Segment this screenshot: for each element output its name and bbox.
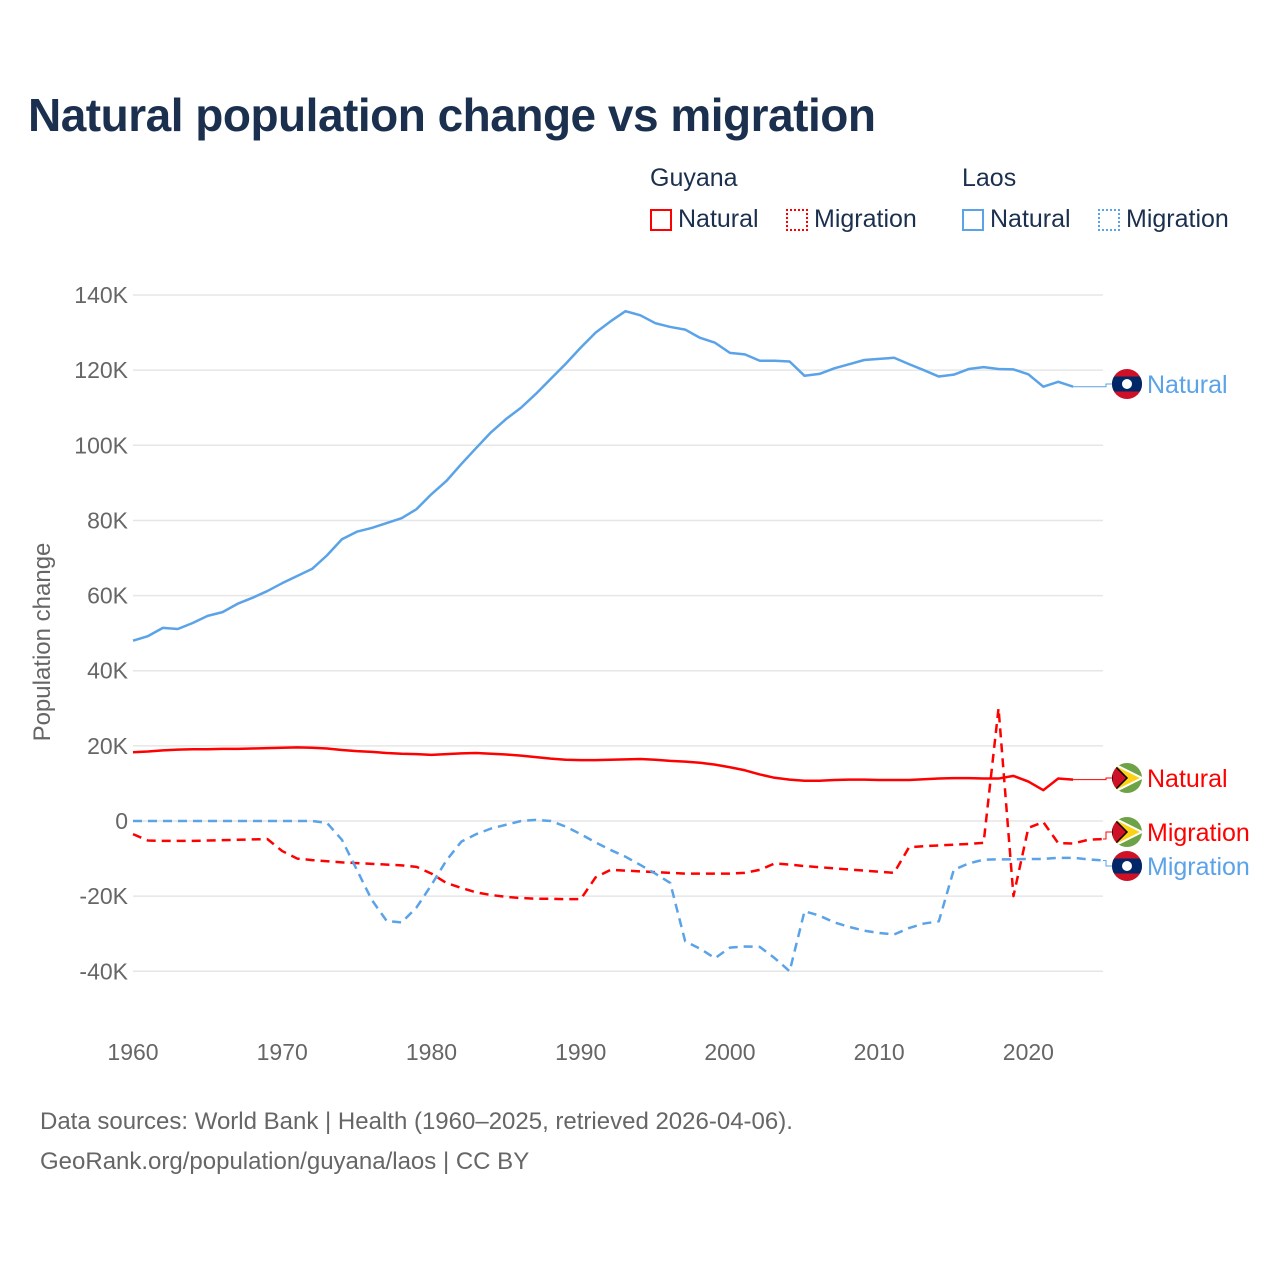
- y-axis-label: Population change: [29, 543, 56, 742]
- legend-item-laos-migration[interactable]: Migration: [1098, 205, 1229, 234]
- series-line-guyana-natural: [132, 746, 1074, 792]
- legend-label: Natural: [990, 205, 1071, 233]
- flag-disc: [1122, 861, 1132, 871]
- legend-group-guyana: Guyana: [650, 164, 738, 192]
- series-end-label: Natural: [1147, 765, 1228, 793]
- x-tick-label: 2010: [854, 1039, 905, 1065]
- series-line-guyana-migration: [132, 707, 1104, 901]
- y-tick-label: 120K: [74, 357, 128, 383]
- legend-swatch: [1098, 208, 1120, 231]
- guyana-flag-icon: [1112, 817, 1142, 847]
- legend-label: Migration: [814, 205, 917, 233]
- y-tick-label: 20K: [87, 733, 129, 759]
- x-tick-label: 2020: [1003, 1039, 1054, 1065]
- source-link[interactable]: GeoRank.org/population/guyana/laos | CC …: [40, 1148, 530, 1175]
- laos-flag-icon: [1112, 851, 1142, 881]
- guyana-flag-icon: [1112, 763, 1142, 793]
- label-connector: [1103, 831, 1112, 840]
- x-tick-label: 1980: [406, 1039, 457, 1065]
- flag-body: [1112, 369, 1142, 399]
- flag-red: [1112, 763, 1129, 793]
- legend-group-laos: Laos: [962, 164, 1017, 192]
- legend-item-laos-natural[interactable]: Natural: [962, 205, 1071, 234]
- legend-item-guyana-natural[interactable]: Natural: [650, 205, 759, 234]
- x-tick-label: 1990: [555, 1039, 606, 1065]
- series-line-laos-migration: [133, 818, 1104, 973]
- series-line-laos-natural: [132, 309, 1074, 642]
- y-tick-label: 140K: [74, 282, 128, 308]
- legend-label: Migration: [1126, 205, 1229, 233]
- chart-title: Natural population change vs migration: [28, 89, 876, 141]
- legend-swatch: [650, 208, 672, 231]
- source-line: Data sources: World Bank | Health (1960–…: [40, 1108, 793, 1135]
- laos-flag-icon: [1112, 369, 1142, 399]
- x-tick-label: 1970: [257, 1039, 308, 1065]
- x-tick-label: 2000: [704, 1039, 755, 1065]
- series-end-label: Natural: [1147, 371, 1228, 399]
- y-tick-label: 80K: [87, 507, 129, 533]
- legend-swatch: [962, 208, 984, 231]
- label-connector: [1103, 859, 1112, 867]
- flag-body: [1112, 763, 1142, 793]
- y-tick-label: -40K: [79, 958, 128, 984]
- label-connector: [1073, 383, 1112, 388]
- flag-body: [1112, 817, 1142, 847]
- legend-item-guyana-migration[interactable]: Migration: [786, 205, 917, 234]
- x-tick-label: 1960: [107, 1039, 158, 1065]
- series-end-label: Migration: [1147, 853, 1250, 881]
- y-tick-label: 40K: [87, 658, 129, 684]
- flag-body: [1112, 851, 1142, 881]
- legend-swatch: [786, 208, 808, 231]
- y-tick-label: -20K: [79, 883, 128, 909]
- flag-red: [1112, 817, 1129, 847]
- y-tick-label: 60K: [87, 583, 129, 609]
- series-end-label: Migration: [1147, 819, 1250, 847]
- y-tick-label: 0: [115, 808, 128, 834]
- y-tick-label: 100K: [74, 432, 128, 458]
- legend-label: Natural: [678, 205, 759, 233]
- label-connector: [1073, 777, 1112, 781]
- flag-disc: [1122, 379, 1132, 389]
